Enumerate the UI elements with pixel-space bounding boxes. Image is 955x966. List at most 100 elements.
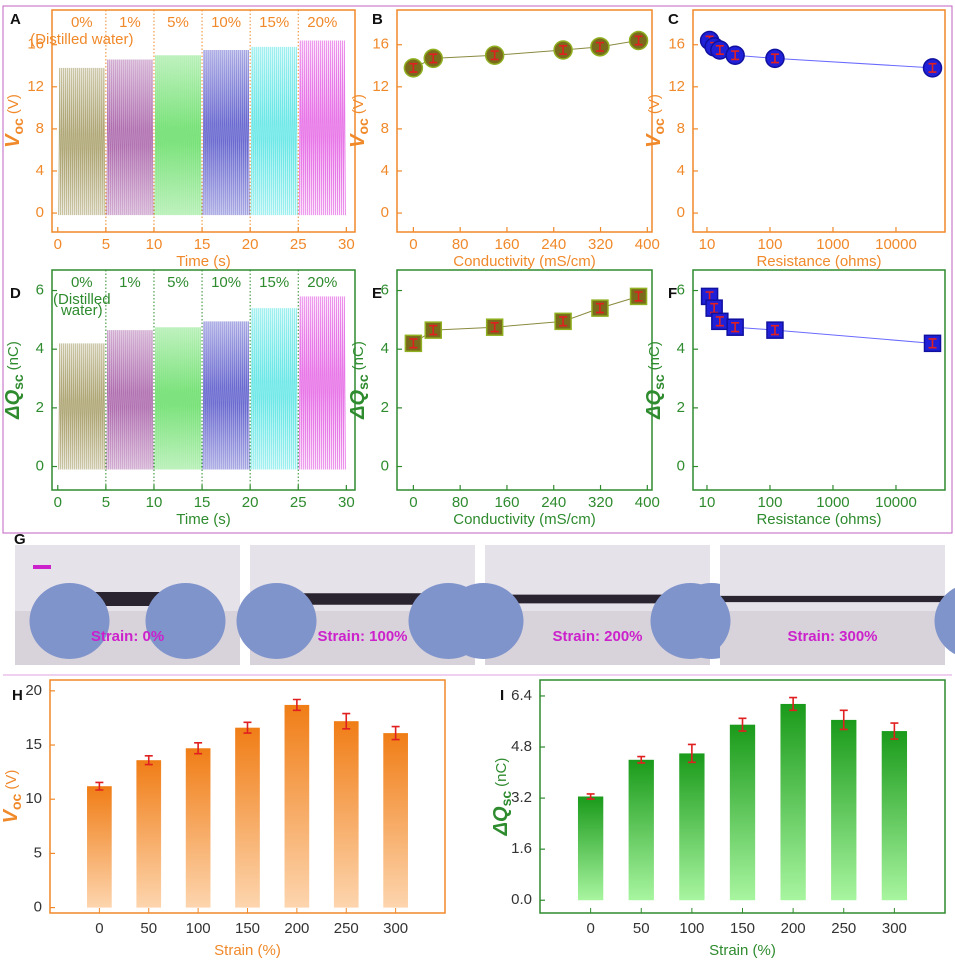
glove (237, 583, 317, 659)
x-tick-label: 320 (588, 494, 613, 511)
y-axis-label: Voc(V) (0, 770, 23, 824)
y-label-sub: oc (651, 118, 667, 135)
x-tick-label: 50 (140, 920, 157, 937)
signal-trace (107, 330, 153, 469)
y-label-unit: (V) (350, 94, 367, 114)
segment-label: 20% (307, 14, 337, 31)
x-tick-label: 400 (635, 494, 660, 511)
y-axis-label: Voc(V) (643, 94, 666, 148)
y-tick-label: 0 (381, 458, 389, 475)
y-tick-label: 2 (677, 399, 685, 416)
signal-trace (59, 343, 105, 469)
y-tick-label: 0 (381, 204, 389, 221)
y-label-unit: (V) (646, 94, 663, 114)
x-tick-label: 300 (882, 920, 907, 937)
bar (136, 760, 161, 907)
panel-letter: D (10, 285, 21, 302)
y-label-unit: (V) (3, 770, 20, 790)
y-tick-label: 8 (677, 120, 685, 137)
x-axis-label: Resistance (ohms) (756, 511, 881, 528)
panel-letter: H (12, 687, 23, 704)
plot-frame (693, 270, 945, 490)
bar (87, 786, 112, 907)
x-tick-label: 160 (494, 494, 519, 511)
y-tick-label: 16 (372, 36, 389, 53)
y-axis-label: Voc(V) (2, 94, 25, 148)
panel-letter: F (668, 285, 677, 302)
signal-trace (203, 50, 249, 215)
segment-note: water) (60, 302, 103, 319)
strain-label: Strain: 0% (91, 628, 164, 645)
x-tick-label: 0 (54, 494, 62, 511)
x-tick-label: 250 (831, 920, 856, 937)
y-tick-label: 4 (381, 340, 389, 357)
y-label-unit: (nC) (493, 758, 510, 787)
signal-trace (59, 68, 105, 215)
y-label-unit: (nC) (5, 341, 22, 370)
x-tick-label: 100 (186, 920, 211, 937)
y-tick-label: 2 (381, 399, 389, 416)
y-label-sub: oc (10, 118, 26, 135)
sample-tube (709, 596, 955, 602)
panel-letter: C (668, 11, 679, 28)
y-label-sub: sc (651, 374, 667, 390)
segment-label: 20% (307, 274, 337, 291)
x-tick-label: 100 (757, 494, 782, 511)
strain-label: Strain: 300% (787, 628, 877, 645)
panel-letter: A (10, 11, 21, 28)
x-axis-label: Time (s) (176, 253, 230, 270)
x-tick-label: 160 (494, 236, 519, 253)
x-tick-label: 15 (194, 494, 211, 511)
x-tick-label: 10 (146, 494, 163, 511)
signal-trace (251, 308, 297, 469)
y-tick-label: 12 (668, 78, 685, 95)
x-tick-label: 200 (284, 920, 309, 937)
y-tick-label: 15 (25, 736, 42, 753)
x-tick-label: 300 (383, 920, 408, 937)
glove (444, 583, 524, 659)
y-tick-label: 4 (677, 340, 685, 357)
y-tick-label: 4.8 (511, 738, 532, 755)
x-tick-label: 50 (633, 920, 650, 937)
x-tick-label: 10000 (875, 236, 917, 253)
y-tick-label: 3.2 (511, 789, 532, 806)
y-tick-label: 0.0 (511, 891, 532, 908)
bar (383, 733, 408, 907)
plot-frame (397, 10, 652, 232)
signal-trace (155, 327, 201, 469)
y-tick-label: 0 (677, 204, 685, 221)
x-tick-label: 0 (54, 236, 62, 253)
y-tick-label: 16 (668, 36, 685, 53)
panel-letter: G (14, 531, 26, 548)
x-tick-label: 10 (699, 236, 716, 253)
glove (146, 583, 226, 659)
y-tick-label: 6 (677, 282, 685, 299)
x-tick-label: 80 (452, 236, 469, 253)
y-tick-label: 2 (36, 399, 44, 416)
x-tick-label: 240 (541, 236, 566, 253)
x-tick-label: 5 (102, 494, 110, 511)
y-tick-label: 0 (677, 458, 685, 475)
y-tick-label: 20 (25, 682, 42, 699)
bar (882, 731, 907, 900)
x-tick-label: 30 (338, 494, 355, 511)
y-tick-label: 6.4 (511, 687, 532, 704)
x-tick-label: 20 (242, 494, 259, 511)
y-tick-label: 0 (36, 458, 44, 475)
y-tick-label: 10 (25, 790, 42, 807)
signal-trace (203, 321, 249, 469)
signal-trace (299, 296, 345, 469)
x-axis-label: Time (s) (176, 511, 230, 528)
panel-letter: I (500, 687, 504, 704)
y-tick-label: 4 (677, 162, 685, 179)
segment-label: 1% (119, 274, 141, 291)
x-tick-label: 100 (679, 920, 704, 937)
y-tick-label: 0 (34, 899, 42, 916)
y-tick-label: 4 (36, 340, 44, 357)
bar (831, 720, 856, 900)
signal-trace (299, 41, 345, 216)
x-tick-label: 25 (290, 494, 307, 511)
strain-label: Strain: 200% (552, 628, 642, 645)
x-tick-label: 10 (146, 236, 163, 253)
y-label-main: ΔQ (2, 389, 24, 419)
